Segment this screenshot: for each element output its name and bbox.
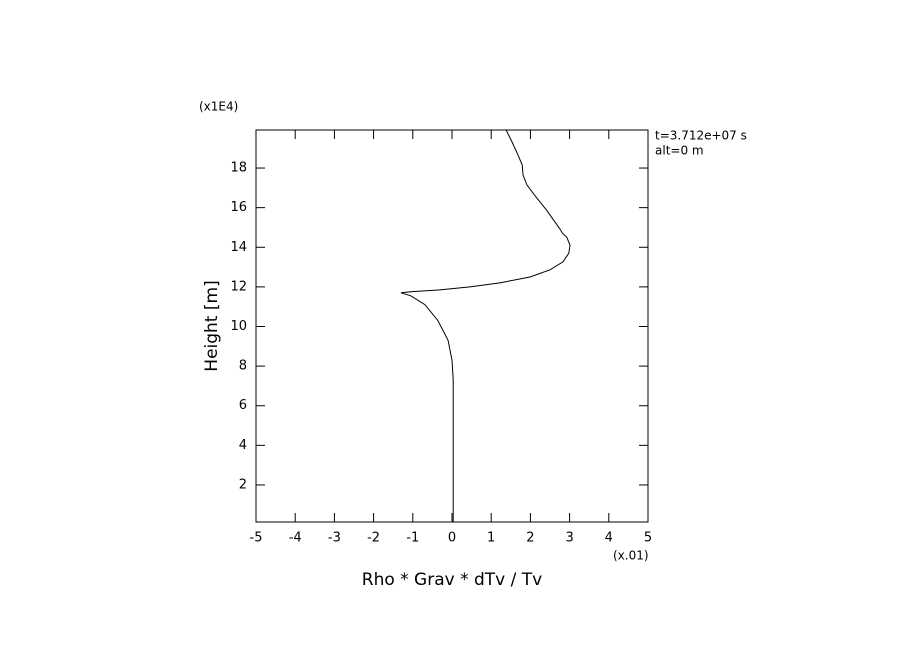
profile-line xyxy=(400,129,571,522)
y-tick-label: 16 xyxy=(230,200,247,215)
plot-frame xyxy=(255,129,649,523)
y-tick-label: 18 xyxy=(230,161,247,176)
x-tick-label: -1 xyxy=(406,531,419,546)
y-tick-label: 12 xyxy=(230,279,247,294)
x-axis-label: Rho * Grav * dTv / Tv xyxy=(362,570,542,590)
y-tick-label: 4 xyxy=(239,438,247,453)
y-multiplier: (x1E4) xyxy=(199,100,238,114)
x-tick-label: -5 xyxy=(250,531,263,546)
y-tick-label: 6 xyxy=(239,398,247,413)
x-tick-label: 5 xyxy=(644,531,652,546)
x-tick-label: 2 xyxy=(526,531,534,546)
y-tick-label: 14 xyxy=(230,240,247,255)
annotation: alt=0 m xyxy=(655,144,704,158)
x-multiplier: (x.01) xyxy=(613,549,649,563)
y-tick-label: 10 xyxy=(230,319,247,334)
x-tick-label: 0 xyxy=(448,531,456,546)
x-tick-label: -4 xyxy=(289,531,302,546)
x-tick-label: 1 xyxy=(487,531,495,546)
x-tick-label: -3 xyxy=(328,531,341,546)
y-axis-label: Height [m] xyxy=(202,280,222,371)
y-tick-label: 8 xyxy=(239,359,247,374)
x-tick-label: 4 xyxy=(605,531,613,546)
x-tick-label: 3 xyxy=(565,531,573,546)
y-tick-label: 2 xyxy=(239,477,247,492)
x-tick-label: -2 xyxy=(367,531,380,546)
annotation: t=3.712e+07 s xyxy=(655,129,747,143)
